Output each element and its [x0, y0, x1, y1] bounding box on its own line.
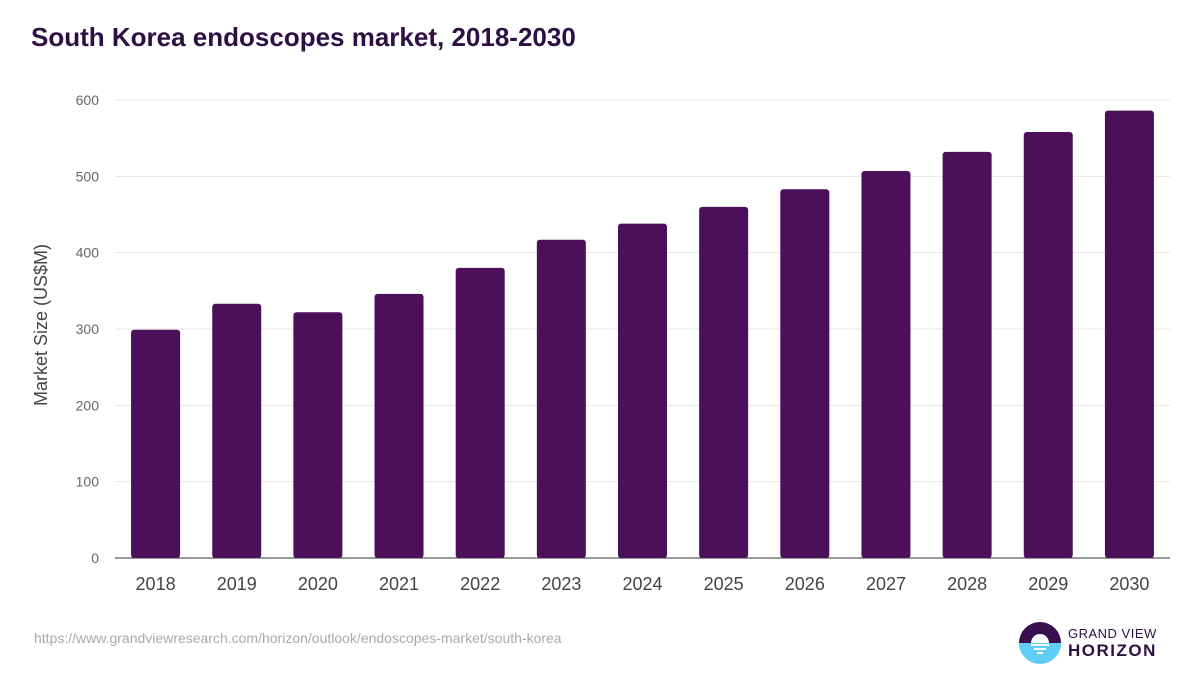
x-tick-label: 2018: [136, 574, 176, 594]
bar-2029: [1023, 132, 1073, 558]
y-tick-label: 0: [91, 550, 99, 566]
source-url[interactable]: https://www.grandviewresearch.com/horizo…: [34, 630, 562, 646]
bar-2024: [618, 223, 667, 558]
grand-view-horizon-logo: GRAND VIEW HORIZON: [1019, 622, 1179, 666]
x-tick-label: 2028: [947, 574, 987, 594]
chart-title: South Korea endoscopes market, 2018-2030: [31, 22, 576, 52]
bar-2025: [699, 206, 749, 558]
bar-2023: [536, 239, 586, 558]
x-tick-label: 2030: [1109, 574, 1149, 594]
y-tick-label: 200: [76, 397, 100, 413]
x-tick-label: 2019: [217, 574, 257, 594]
x-tick-label: 2025: [704, 574, 744, 594]
bar-2019: [212, 303, 262, 558]
y-tick-label: 100: [76, 474, 100, 490]
logo-text-horizon: HORIZON: [1068, 641, 1157, 660]
bar-2028: [942, 151, 992, 558]
horizon-logo-icon: [1019, 622, 1061, 664]
x-tick-label: 2021: [379, 574, 419, 594]
y-tick-label: 500: [76, 168, 100, 184]
bar-2030: [1104, 110, 1154, 558]
x-tick-label: 2022: [460, 574, 500, 594]
x-tick-label: 2020: [298, 574, 338, 594]
x-tick-label: 2027: [866, 574, 906, 594]
x-tick-label: 2029: [1028, 574, 1068, 594]
y-tick-label: 600: [76, 92, 100, 108]
bar-2021: [374, 293, 424, 558]
bar-2026: [780, 189, 830, 558]
bar-2020: [293, 312, 343, 558]
logo-text-grand-view: GRAND VIEW: [1068, 626, 1157, 641]
bar-2027: [861, 170, 911, 559]
x-tick-label: 2023: [541, 574, 581, 594]
y-tick-label: 300: [76, 321, 100, 337]
bar-2022: [455, 267, 505, 558]
x-tick-label: 2024: [622, 574, 662, 594]
y-axis-label: Market Size (US$M): [31, 244, 51, 406]
bar-2018: [131, 329, 181, 558]
x-tick-label: 2026: [785, 574, 825, 594]
y-tick-label: 400: [76, 245, 100, 261]
